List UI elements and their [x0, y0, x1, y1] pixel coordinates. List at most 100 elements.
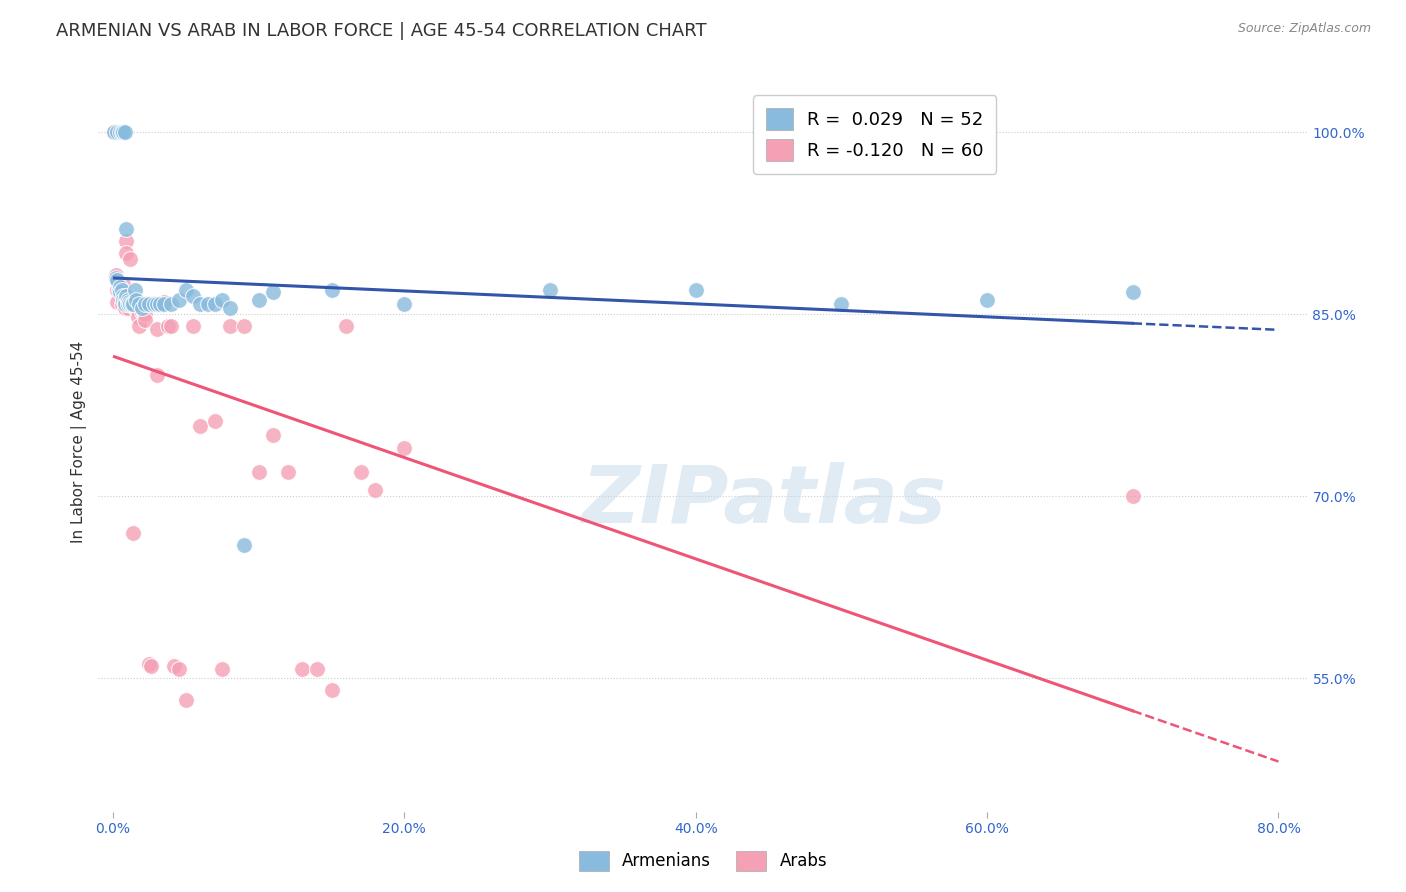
Point: [105, 295, 128, 310]
Point: [114, 125, 136, 139]
Point: [129, 301, 152, 315]
Legend: Armenians, Arabs: Armenians, Arabs: [571, 842, 835, 880]
Point: [190, 297, 212, 311]
Point: [163, 659, 186, 673]
Point: [110, 283, 132, 297]
Point: [120, 297, 142, 311]
Point: [321, 283, 343, 297]
Point: [114, 301, 136, 315]
Point: [105, 273, 128, 287]
Point: [160, 297, 183, 311]
Point: [204, 297, 226, 311]
Point: [394, 441, 416, 455]
Point: [115, 234, 138, 248]
Point: [138, 297, 160, 311]
Point: [125, 301, 148, 315]
Point: [160, 319, 183, 334]
Point: [139, 659, 162, 673]
Point: [262, 428, 284, 442]
Point: [104, 270, 127, 285]
Point: [115, 246, 138, 260]
Point: [145, 297, 167, 311]
Point: [211, 661, 233, 675]
Point: [364, 483, 387, 497]
Point: [291, 661, 314, 675]
Point: [132, 307, 155, 321]
Legend: R =  0.029   N = 52, R = -0.120   N = 60: R = 0.029 N = 52, R = -0.120 N = 60: [754, 95, 997, 174]
Point: [122, 297, 145, 311]
Point: [120, 297, 142, 311]
Point: [108, 283, 131, 297]
Point: [142, 297, 165, 311]
Point: [111, 283, 134, 297]
Point: [124, 301, 146, 315]
Point: [121, 293, 143, 307]
Point: [277, 465, 299, 479]
Text: Source: ZipAtlas.com: Source: ZipAtlas.com: [1237, 22, 1371, 36]
Point: [110, 280, 132, 294]
Point: [142, 297, 165, 311]
Point: [190, 418, 212, 433]
Point: [105, 283, 128, 297]
Point: [321, 683, 343, 698]
Point: [181, 289, 204, 303]
Point: [118, 295, 141, 310]
Point: [117, 301, 139, 315]
Point: [204, 414, 226, 428]
Point: [110, 125, 132, 139]
Point: [111, 125, 134, 139]
Point: [128, 297, 150, 311]
Point: [127, 310, 149, 324]
Point: [350, 465, 373, 479]
Point: [233, 538, 256, 552]
Point: [131, 304, 153, 318]
Point: [145, 321, 167, 335]
Text: ARMENIAN VS ARAB IN LABOR FORCE | AGE 45-54 CORRELATION CHART: ARMENIAN VS ARAB IN LABOR FORCE | AGE 45…: [56, 22, 707, 40]
Point: [112, 277, 135, 291]
Point: [117, 297, 139, 311]
Point: [117, 293, 139, 307]
Point: [104, 268, 127, 283]
Point: [103, 125, 125, 139]
Point: [117, 297, 139, 311]
Point: [124, 283, 146, 297]
Point: [538, 283, 561, 297]
Point: [131, 301, 153, 315]
Point: [120, 252, 142, 267]
Point: [247, 465, 270, 479]
Point: [114, 297, 136, 311]
Point: [124, 297, 146, 311]
Point: [145, 368, 167, 382]
Point: [105, 125, 128, 139]
Point: [247, 293, 270, 307]
Point: [114, 297, 136, 311]
Point: [211, 293, 233, 307]
Point: [138, 657, 160, 671]
Point: [134, 297, 156, 311]
Point: [335, 319, 357, 334]
Point: [115, 222, 138, 236]
Point: [305, 661, 328, 675]
Point: [1122, 285, 1144, 300]
Point: [121, 297, 143, 311]
Point: [167, 661, 190, 675]
Point: [167, 293, 190, 307]
Point: [115, 289, 138, 303]
Point: [830, 297, 852, 311]
Point: [108, 277, 131, 291]
Point: [685, 283, 707, 297]
Point: [157, 319, 180, 334]
Point: [112, 293, 135, 307]
Point: [153, 295, 176, 310]
Point: [134, 307, 156, 321]
Point: [149, 297, 172, 311]
Point: [181, 319, 204, 334]
Point: [112, 289, 135, 303]
Point: [134, 313, 156, 327]
Point: [1122, 489, 1144, 503]
Point: [128, 319, 150, 334]
Point: [131, 301, 153, 315]
Point: [122, 525, 145, 540]
Point: [118, 293, 141, 307]
Point: [112, 125, 135, 139]
